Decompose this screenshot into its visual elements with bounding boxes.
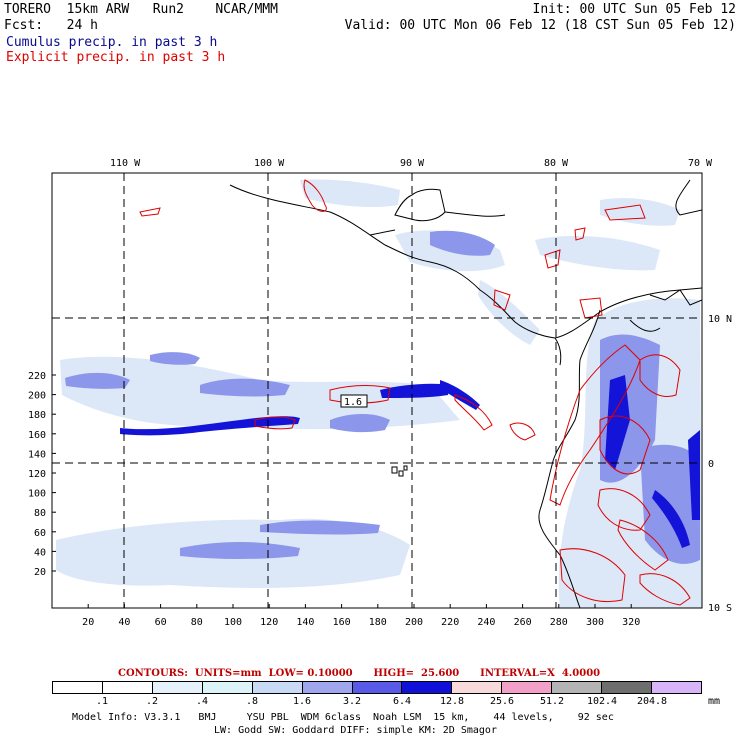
scale-swatch bbox=[152, 682, 203, 693]
scale-label: 102.4 bbox=[586, 696, 618, 707]
cumulus-label: Cumulus precip. in past 3 h bbox=[6, 35, 218, 50]
physics-info: LW: Godd SW: Goddard DIFF: simple KM: 2D… bbox=[214, 725, 497, 736]
x-ticks: 20 40 60 80 100 120 140 160 180 200 220 240 260 280 30… bbox=[82, 604, 640, 628]
contour-info: CONTOURS: UNITS=mm LOW= 0.10000 HIGH= 25… bbox=[118, 668, 601, 679]
x-tick-label: 280 bbox=[550, 617, 568, 628]
scale-label: 3.2 bbox=[342, 696, 362, 707]
x-tick-label: 180 bbox=[369, 617, 387, 628]
y-tick-label: 140 bbox=[28, 449, 46, 460]
init-time: Init: 00 UTC Sun 05 Feb 12 bbox=[532, 2, 737, 17]
x-tick-label: 140 bbox=[296, 617, 314, 628]
x-tick-label: 80 bbox=[191, 617, 203, 628]
scale-swatch bbox=[202, 682, 253, 693]
x-tick-label: 20 bbox=[82, 617, 94, 628]
scale-swatch bbox=[402, 682, 453, 693]
scale-swatch bbox=[302, 682, 353, 693]
scale-label: .8 bbox=[245, 696, 259, 707]
y-tick-label: 40 bbox=[34, 547, 46, 558]
scale-label: 6.4 bbox=[392, 696, 412, 707]
scale-label: .2 bbox=[145, 696, 159, 707]
x-tick-label: 40 bbox=[118, 617, 130, 628]
y-tick-label: 80 bbox=[34, 508, 46, 519]
y-tick-label: 120 bbox=[28, 469, 46, 480]
color-scale-bar bbox=[52, 681, 702, 694]
scale-label: 51.2 bbox=[539, 696, 565, 707]
y-tick-label: 100 bbox=[28, 489, 46, 500]
y-tick-label: 180 bbox=[28, 410, 46, 421]
explicit-contours bbox=[139, 179, 691, 606]
scale-label: .1 bbox=[95, 696, 109, 707]
map-field bbox=[52, 173, 702, 608]
contour-label: 1.6 bbox=[344, 397, 362, 408]
graticule bbox=[52, 173, 702, 608]
y-tick-label: 60 bbox=[34, 528, 46, 539]
lon-label: 110 W bbox=[110, 158, 141, 169]
scale-swatch bbox=[352, 682, 403, 693]
x-tick-label: 220 bbox=[441, 617, 459, 628]
model-info: Model Info: V3.3.1 BMJ YSU PBL WDM 6clas… bbox=[72, 712, 614, 723]
y-tick-label: 220 bbox=[28, 371, 46, 382]
map-frame bbox=[51, 172, 703, 609]
scale-swatch bbox=[252, 682, 303, 693]
x-tick-label: 160 bbox=[333, 617, 351, 628]
y-tick-label: 20 bbox=[34, 567, 46, 578]
y-ticks: 20 40 60 80 100 120 140 160 180 200 220 bbox=[28, 371, 56, 578]
scale-swatch bbox=[502, 682, 553, 693]
x-tick-label: 60 bbox=[155, 617, 167, 628]
scale-label: 1.6 bbox=[292, 696, 312, 707]
scale-swatch bbox=[652, 682, 701, 693]
scale-label: 12.8 bbox=[439, 696, 465, 707]
forecast-hour: Fcst: 24 h bbox=[4, 18, 98, 33]
y-tick-label: 200 bbox=[28, 391, 46, 402]
scale-swatch bbox=[452, 682, 503, 693]
scale-unit: mm bbox=[708, 696, 721, 707]
lat-label: 10 N bbox=[708, 314, 732, 325]
lon-label: 70 W bbox=[688, 158, 713, 169]
lat-label: 0 bbox=[708, 459, 714, 470]
contour-label-box bbox=[340, 394, 368, 408]
model-title: TORERO 15km ARW Run2 NCAR/MMM bbox=[4, 2, 278, 17]
scale-label: .4 bbox=[195, 696, 209, 707]
latitude-labels: 10 N 0 10 S bbox=[708, 314, 732, 614]
lon-label: 80 W bbox=[544, 158, 569, 169]
scale-label: 25.6 bbox=[489, 696, 515, 707]
lon-label: 100 W bbox=[254, 158, 285, 169]
x-tick-label: 240 bbox=[477, 617, 495, 628]
lon-label: 90 W bbox=[400, 158, 425, 169]
lat-label: 10 S bbox=[708, 603, 732, 614]
x-tick-label: 120 bbox=[260, 617, 278, 628]
color-scale-labels: .1 .2 .4 .8 1.6 3.2 6.4 12.8 25.6 51.2 102.4 204.8 bbox=[52, 696, 702, 708]
valid-time: Valid: 00 UTC Mon 06 Feb 12 (18 CST Sun … bbox=[344, 18, 736, 33]
x-tick-label: 260 bbox=[514, 617, 532, 628]
scale-swatch bbox=[552, 682, 603, 693]
scale-swatch bbox=[602, 682, 653, 693]
longitude-labels: 110 W 100 W 90 W 80 W 70 W bbox=[110, 158, 713, 169]
x-tick-label: 200 bbox=[405, 617, 423, 628]
y-tick-label: 160 bbox=[28, 430, 46, 441]
x-tick-label: 320 bbox=[622, 617, 640, 628]
explicit-label: Explicit precip. in past 3 h bbox=[6, 50, 226, 65]
x-tick-label: 300 bbox=[586, 617, 604, 628]
scale-label: 204.8 bbox=[636, 696, 668, 707]
scale-swatch bbox=[53, 682, 103, 693]
x-tick-label: 100 bbox=[224, 617, 242, 628]
scale-swatch bbox=[102, 682, 153, 693]
